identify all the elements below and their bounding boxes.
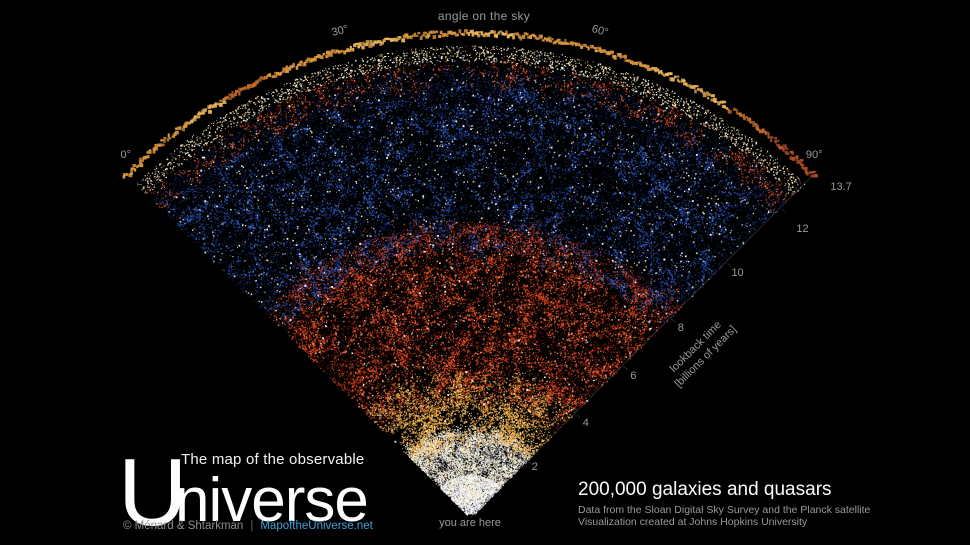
credit-website-link[interactable]: MapoftheUniverse.net — [260, 520, 373, 532]
info-block: 200,000 galaxies and quasars Data from t… — [578, 479, 870, 528]
lookback-tick-label-12: 12 — [796, 223, 809, 236]
title-word-rest: niverse — [175, 466, 369, 535]
credit-separator: | — [250, 520, 254, 532]
info-data-source: Data from the Sloan Digital Sky Survey a… — [578, 504, 871, 516]
angle-axis-title: angle on the sky — [437, 9, 531, 23]
lookback-tick-label-8: 8 — [677, 322, 684, 335]
lookback-tick-label-10: 10 — [731, 267, 744, 280]
lookback-tick-label-6: 6 — [630, 369, 637, 382]
title-subtitle: The map of the observable — [181, 451, 365, 468]
credits: © Ménard & Shtarkman | MapoftheUniverse.ne… — [123, 520, 373, 532]
lookback-tick-label-2: 2 — [531, 461, 538, 474]
lookback-tick-label-4: 4 — [582, 417, 589, 430]
title-big-letter: U — [118, 439, 187, 545]
angle-tick-label-90: 90° — [805, 149, 823, 162]
lookback-tick-label-13.7: 13.7 — [830, 180, 852, 193]
info-visualization-credit: Visualization created at Johns Hopkins U… — [578, 516, 808, 528]
origin-label: you are here — [439, 517, 501, 529]
angle-tick-label-0: 0° — [120, 149, 132, 162]
info-headline: 200,000 galaxies and quasars — [578, 479, 832, 500]
credit-authors: © Ménard & Shtarkman — [123, 520, 244, 532]
